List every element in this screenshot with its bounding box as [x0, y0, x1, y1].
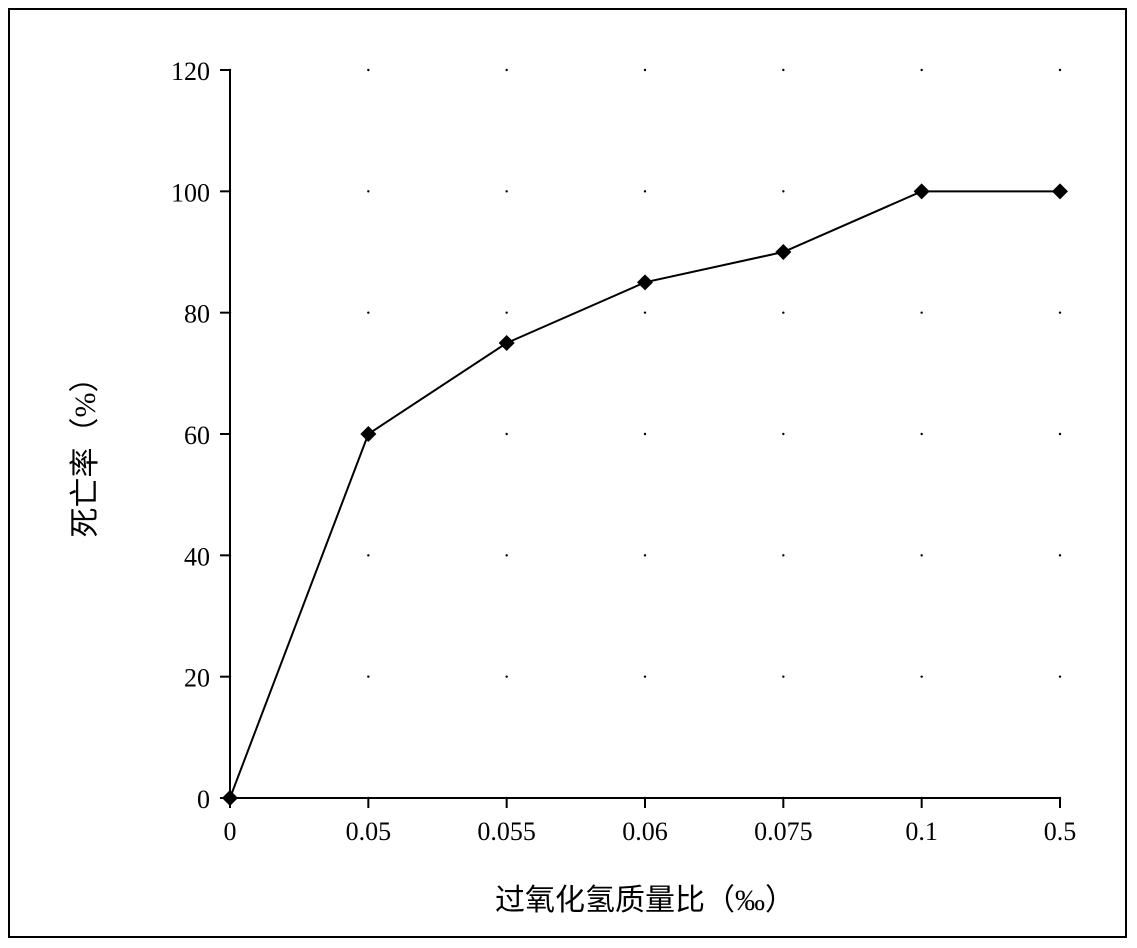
- series-markers: [222, 183, 1068, 806]
- grid-dot: [367, 675, 369, 677]
- grid-dot: [1059, 797, 1061, 799]
- grid-dot: [1059, 311, 1061, 313]
- grid-dot: [229, 554, 231, 556]
- y-tick-label: 80: [184, 300, 210, 329]
- grid-dot: [920, 675, 922, 677]
- grid-dot: [644, 675, 646, 677]
- y-tick-label: 120: [171, 57, 210, 86]
- data-marker: [1052, 183, 1068, 199]
- grid-dot: [367, 797, 369, 799]
- grid-dot: [920, 433, 922, 435]
- grid-dot: [782, 554, 784, 556]
- grid-dot: [229, 69, 231, 71]
- data-marker: [222, 790, 238, 806]
- grid-dot: [505, 554, 507, 556]
- grid-dot: [505, 190, 507, 192]
- grid-dot: [644, 433, 646, 435]
- x-tick-label: 0.06: [622, 817, 668, 846]
- grid-dot: [367, 554, 369, 556]
- grid-dot: [782, 311, 784, 313]
- grid-dot: [367, 190, 369, 192]
- x-tick-label: 0.055: [477, 817, 536, 846]
- y-ticks: 0 20 40 60 80 100 120: [171, 57, 230, 814]
- grid-dot: [229, 190, 231, 192]
- x-tick-label: 0.5: [1044, 817, 1077, 846]
- grid-dot: [644, 190, 646, 192]
- x-tick-label: 0: [224, 817, 237, 846]
- grid-dot: [505, 311, 507, 313]
- grid-dot: [920, 797, 922, 799]
- grid-dot: [505, 797, 507, 799]
- grid-dot: [782, 190, 784, 192]
- grid-dot: [1059, 554, 1061, 556]
- grid-dots: [229, 69, 1061, 799]
- line-chart: 0 20 40 60 80 100 120 0 0.05 0.055 0.06 0.075 0.1 0.…: [0, 0, 1137, 948]
- grid-dot: [367, 69, 369, 71]
- grid-dot: [920, 554, 922, 556]
- grid-dot: [229, 311, 231, 313]
- grid-dot: [644, 69, 646, 71]
- grid-dot: [229, 675, 231, 677]
- x-tick-label: 0.05: [346, 817, 392, 846]
- grid-dot: [782, 69, 784, 71]
- grid-dot: [920, 311, 922, 313]
- x-tick-label: 0.075: [754, 817, 813, 846]
- y-tick-label: 40: [184, 542, 210, 571]
- data-marker: [775, 244, 791, 260]
- grid-dot: [644, 554, 646, 556]
- y-tick-label: 60: [184, 421, 210, 450]
- grid-dot: [1059, 433, 1061, 435]
- data-marker: [637, 274, 653, 290]
- grid-dot: [782, 675, 784, 677]
- grid-dot: [1059, 675, 1061, 677]
- grid-dot: [644, 797, 646, 799]
- grid-dot: [920, 69, 922, 71]
- grid-dot: [505, 69, 507, 71]
- grid-dot: [1059, 69, 1061, 71]
- grid-dot: [782, 797, 784, 799]
- grid-dot: [229, 433, 231, 435]
- grid-dot: [505, 433, 507, 435]
- y-tick-label: 20: [184, 664, 210, 693]
- data-marker: [499, 335, 515, 351]
- data-marker: [914, 183, 930, 199]
- y-axis-title: 死亡率（%）: [69, 363, 102, 538]
- y-tick-label: 0: [197, 785, 210, 814]
- x-tick-label: 0.1: [905, 817, 938, 846]
- x-axis-title: 过氧化氢质量比（‰）: [495, 884, 795, 917]
- x-ticks: 0 0.05 0.055 0.06 0.075 0.1 0.5: [224, 798, 1077, 846]
- grid-dot: [367, 311, 369, 313]
- grid-dot: [782, 433, 784, 435]
- grid-dot: [644, 311, 646, 313]
- grid-dot: [505, 675, 507, 677]
- data-marker: [360, 426, 376, 442]
- y-tick-label: 100: [171, 178, 210, 207]
